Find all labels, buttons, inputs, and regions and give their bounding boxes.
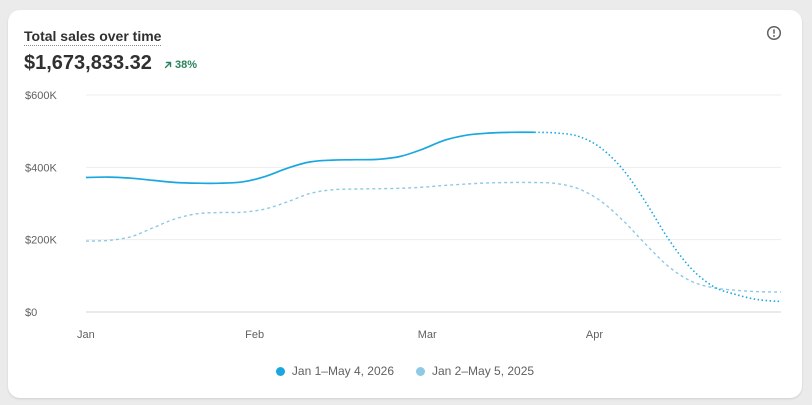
legend-item-previous[interactable]: Jan 2–May 5, 2025: [416, 364, 534, 378]
y-tick-label-2: $400K: [25, 162, 57, 174]
legend-label-previous: Jan 2–May 5, 2025: [432, 364, 535, 378]
series-line-current-projection: [534, 131, 782, 303]
x-tick-label-2: Mar: [418, 329, 437, 341]
legend-dot-previous: [416, 366, 425, 376]
legend-label-current: Jan 1–May 4, 2026: [291, 364, 394, 378]
chart-legend: Jan 1–May 4, 2026 Jan 2–May 5, 2025: [8, 364, 802, 378]
y-tick-label-3: $600K: [25, 90, 57, 102]
change-badge: 38%: [164, 59, 197, 71]
info-icon[interactable]: [766, 25, 782, 41]
sales-total-value: $1,673,833.32: [24, 52, 152, 74]
sales-card: Total sales over time $1,673,833.32 38% …: [8, 10, 802, 398]
y-tick-label-0: $0: [25, 307, 37, 319]
series-line-previous: [85, 181, 782, 293]
x-tick-label-3: Apr: [586, 329, 603, 341]
y-tick-label-1: $200K: [25, 235, 57, 247]
legend-item-current[interactable]: Jan 1–May 4, 2026: [275, 364, 394, 378]
sales-line-chart: $0 $200K $400K $600K Jan Feb Mar Apr: [25, 90, 782, 341]
arrow-up-right-icon: [164, 61, 172, 69]
x-tick-label-1: Feb: [245, 329, 264, 341]
series-line-current: [85, 131, 535, 185]
x-tick-label-0: Jan: [77, 329, 95, 341]
legend-dot-current: [275, 366, 285, 376]
card-title[interactable]: Total sales over time: [24, 28, 162, 46]
change-percent: 38%: [175, 59, 198, 71]
